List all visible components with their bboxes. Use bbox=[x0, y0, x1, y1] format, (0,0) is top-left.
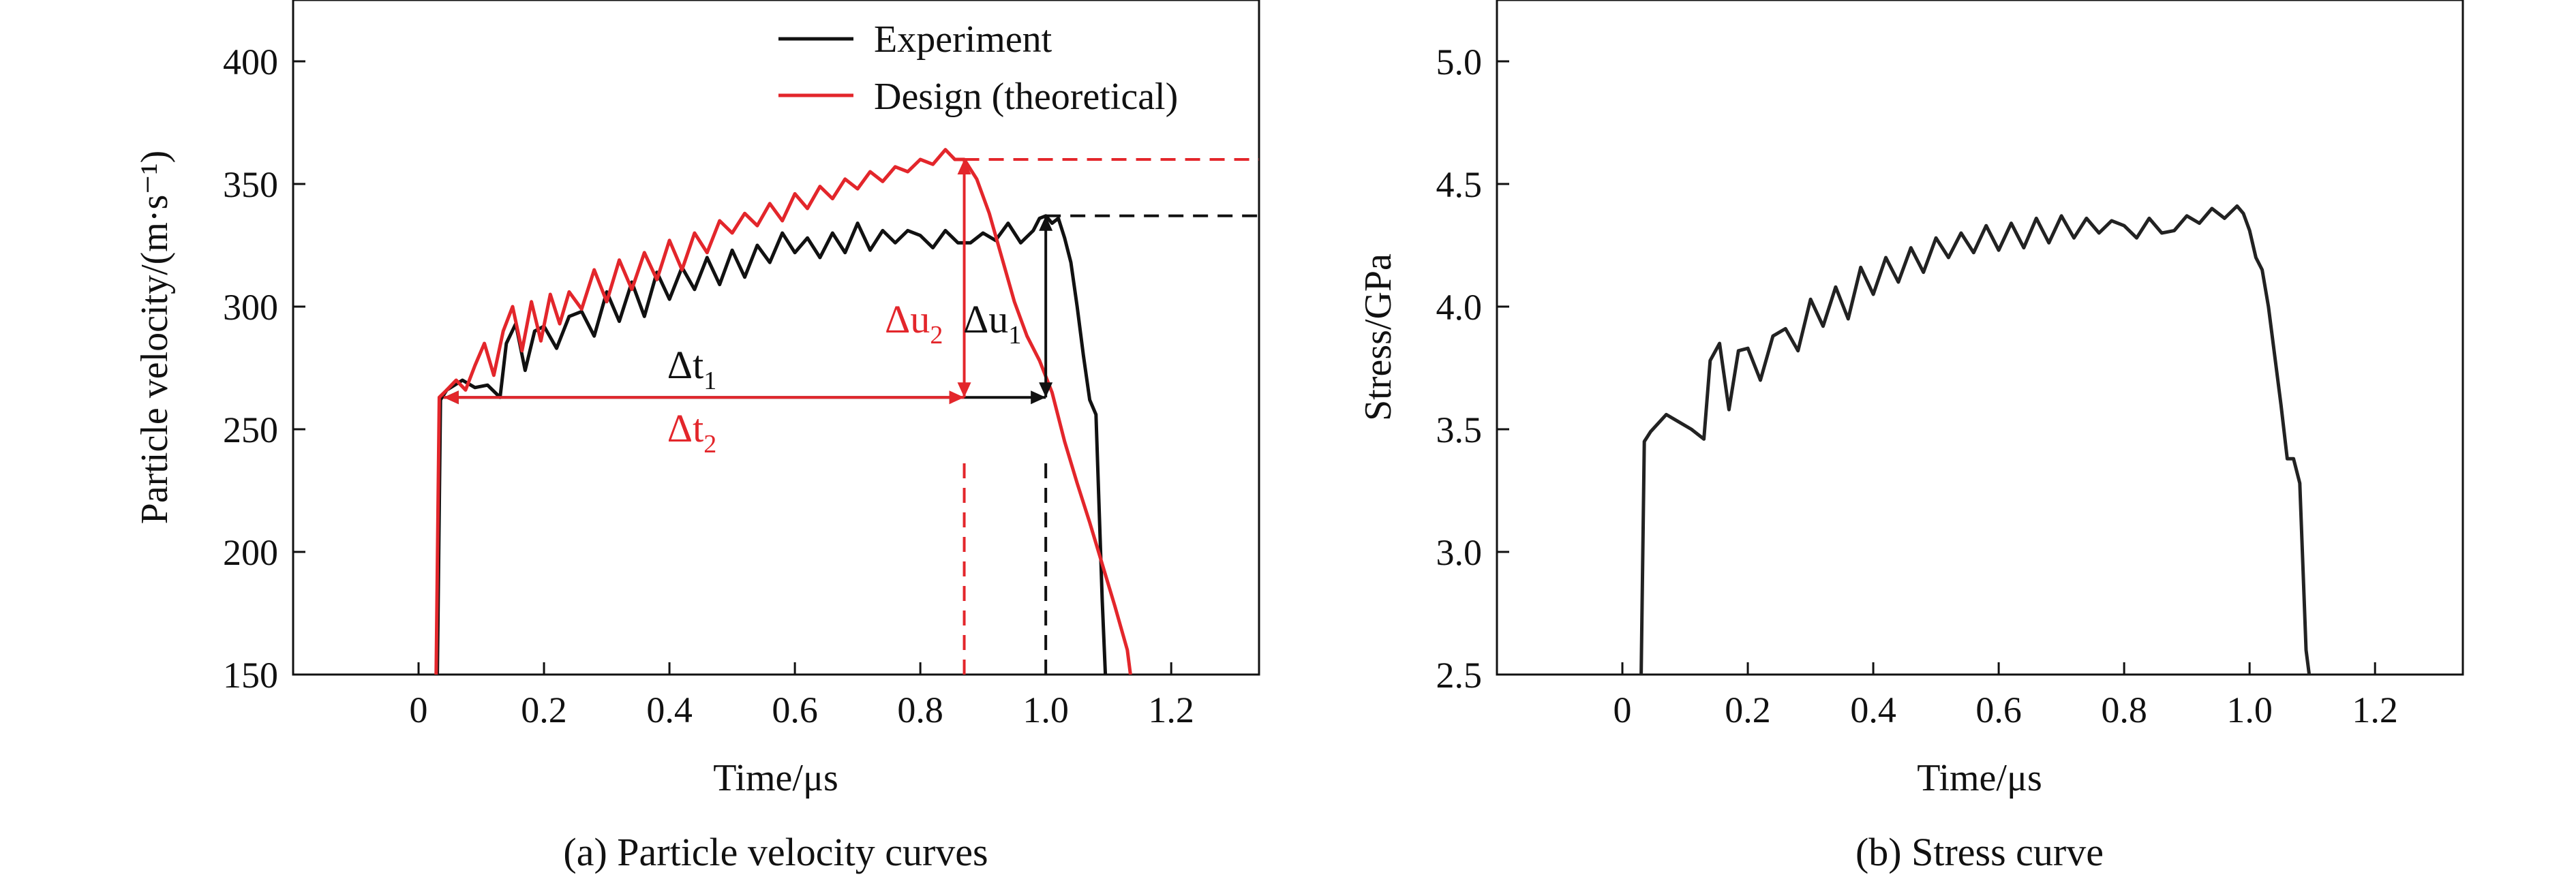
arrow-head bbox=[949, 390, 965, 405]
panel-a-ticks: 0 0.2 0.4 0.6 0.8 1.0 1.2 150 200 250 300 350 400 bbox=[223, 42, 1194, 730]
arrow-head bbox=[1039, 215, 1053, 231]
x-tick-label: 1.0 bbox=[1022, 690, 1069, 730]
series-line-experiment bbox=[436, 214, 1108, 675]
y-tick-label: 2.5 bbox=[1436, 655, 1483, 696]
panel-a-series bbox=[434, 148, 1132, 675]
legend: Experiment Design (theoretical) bbox=[778, 18, 1178, 118]
panel-b-plot-frame bbox=[1496, 0, 2464, 676]
annotation-delta-u2: Δu2 bbox=[885, 297, 943, 350]
panel-a-reference-lines bbox=[963, 158, 1259, 675]
x-tick-label: 0.2 bbox=[521, 690, 567, 730]
panel-a-annotation-arrows bbox=[443, 159, 1053, 405]
y-tick-label: 4.5 bbox=[1436, 164, 1483, 205]
panel-b-x-axis-label: Time/μs bbox=[1917, 757, 2042, 799]
y-tick-label: 300 bbox=[223, 287, 278, 328]
panel-a-y-axis-label: Particle velocity/(m·s⁻¹) bbox=[134, 151, 176, 525]
arrow-head bbox=[443, 390, 459, 405]
panel-b-stress: 0 0.2 0.4 0.6 0.8 1.0 1.2 2.5 3.0 3.5 4.0 4.5 5.0 Ti… bbox=[1357, 0, 2464, 874]
panel-b-caption: (b) Stress curve bbox=[1855, 830, 2104, 874]
y-tick-label: 200 bbox=[223, 532, 278, 573]
annotation-delta-u1: Δu1 bbox=[963, 297, 1021, 350]
y-tick-label: 3.5 bbox=[1436, 409, 1483, 450]
x-tick-label: 1.0 bbox=[2226, 690, 2273, 730]
arrow-head bbox=[957, 159, 971, 174]
arrow-head bbox=[1031, 390, 1046, 405]
series-line-design-theoretical bbox=[434, 148, 1132, 675]
y-tick-label: 4.0 bbox=[1436, 287, 1483, 328]
annotation-delta-t1: Δt1 bbox=[667, 343, 716, 395]
x-tick-label: 0.4 bbox=[646, 690, 693, 730]
x-tick-label: 0.4 bbox=[1850, 690, 1896, 730]
x-tick-label: 0.6 bbox=[772, 690, 818, 730]
y-tick-label: 3.0 bbox=[1436, 532, 1483, 573]
y-tick-label: 5.0 bbox=[1436, 42, 1483, 82]
arrow-head bbox=[957, 382, 971, 398]
x-tick-label: 0.8 bbox=[897, 690, 943, 730]
panel-b-series bbox=[1639, 204, 2312, 675]
x-tick-label: 0 bbox=[1613, 690, 1632, 730]
x-tick-label: 0.2 bbox=[1725, 690, 1771, 730]
x-tick-label: 0 bbox=[410, 690, 428, 730]
panel-b-y-axis-label: Stress/GPa bbox=[1357, 253, 1399, 421]
x-tick-label: 0.6 bbox=[1975, 690, 2022, 730]
y-tick-label: 350 bbox=[223, 164, 278, 205]
panel-b-ticks: 0 0.2 0.4 0.6 0.8 1.0 1.2 2.5 3.0 3.5 4.0 4.5 5.0 bbox=[1436, 42, 2398, 730]
x-tick-label: 1.2 bbox=[2352, 690, 2398, 730]
x-tick-label: 0.8 bbox=[2101, 690, 2147, 730]
panel-a-caption: (a) Particle velocity curves bbox=[563, 830, 988, 874]
y-tick-label: 150 bbox=[223, 655, 278, 696]
x-tick-label: 1.2 bbox=[1148, 690, 1194, 730]
y-tick-label: 250 bbox=[223, 409, 278, 450]
annotation-delta-t2: Δt2 bbox=[667, 406, 716, 459]
series-line-stress bbox=[1639, 204, 2312, 675]
legend-label-design: Design (theoretical) bbox=[874, 76, 1178, 118]
panel-a-x-axis-label: Time/μs bbox=[713, 757, 838, 799]
y-tick-label: 400 bbox=[223, 42, 278, 82]
arrow-head bbox=[1039, 382, 1053, 398]
panel-a-plot-frame bbox=[292, 0, 1260, 676]
panel-a-particle-velocity: 0 0.2 0.4 0.6 0.8 1.0 1.2 150 200 250 300 350 400 Δt… bbox=[134, 0, 1260, 874]
legend-label-experiment: Experiment bbox=[874, 18, 1052, 61]
